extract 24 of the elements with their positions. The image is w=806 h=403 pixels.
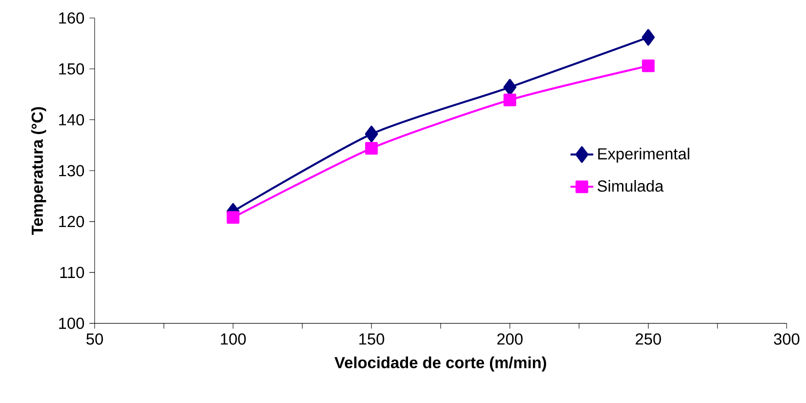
y-tick-label: 150 (59, 63, 84, 75)
point (642, 29, 655, 46)
point (226, 211, 240, 224)
point (642, 60, 655, 72)
y-tick-label: 130 (59, 165, 84, 176)
x-tick-label: 300 (774, 333, 800, 345)
legend-label: Simulada (598, 180, 664, 192)
y-tick-label: 140 (59, 114, 84, 126)
x-tick-label: 150 (359, 333, 384, 345)
x-tick-label: 200 (497, 333, 523, 345)
legend-label: Experimental (598, 148, 690, 163)
point (365, 142, 378, 155)
x-tick-label: 100 (220, 333, 246, 345)
y-tick-label: 120 (59, 216, 84, 228)
point (364, 126, 378, 142)
x-axis-title: Velocidade de corte (m/min) (334, 356, 546, 372)
y-tick-label: 160 (59, 12, 84, 24)
y-tick-label: 100 (59, 318, 84, 329)
y-axis-title: Temperatura (°C) (31, 107, 46, 235)
point (503, 78, 516, 96)
x-tick-label: 50 (86, 333, 103, 345)
x-tick-label: 250 (636, 333, 661, 345)
y-tick-label: 110 (60, 266, 84, 278)
point (504, 94, 516, 106)
